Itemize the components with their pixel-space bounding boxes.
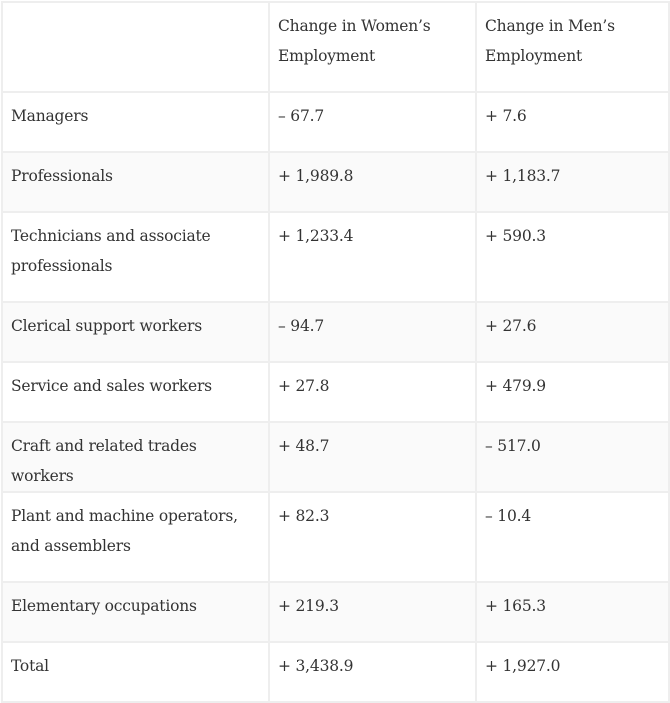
men-change-cell: + 165.3 xyxy=(475,581,670,643)
table-row: Clerical support workers – 94.7 + 27.6 xyxy=(1,301,670,363)
table-row: Plant and machine operators, and assembl… xyxy=(1,491,670,583)
occupation-cell: Professionals xyxy=(1,151,270,213)
table-row: Service and sales workers + 27.8 + 479.9 xyxy=(1,361,670,423)
men-change-cell: – 517.0 xyxy=(475,421,670,493)
occupation-cell: Service and sales workers xyxy=(1,361,270,423)
men-change-cell: + 479.9 xyxy=(475,361,670,423)
women-change-cell: + 1,233.4 xyxy=(268,211,477,303)
men-change-cell: + 27.6 xyxy=(475,301,670,363)
men-change-cell: + 7.6 xyxy=(475,91,670,153)
table-row: Technicians and associate professionals … xyxy=(1,211,670,303)
women-change-cell: + 3,438.9 xyxy=(268,641,477,703)
women-change-cell: – 67.7 xyxy=(268,91,477,153)
men-change-cell: + 1,927.0 xyxy=(475,641,670,703)
women-change-cell: + 27.8 xyxy=(268,361,477,423)
table-total-row: Total + 3,438.9 + 1,927.0 xyxy=(1,641,670,703)
men-change-cell: + 590.3 xyxy=(475,211,670,303)
women-change-cell: + 82.3 xyxy=(268,491,477,583)
men-change-cell: + 1,183.7 xyxy=(475,151,670,213)
women-change-cell: + 219.3 xyxy=(268,581,477,643)
occupation-cell: Plant and machine operators, and assembl… xyxy=(1,491,270,583)
women-change-cell: + 1,989.8 xyxy=(268,151,477,213)
table-header-row: Change in Women’s Employment Change in M… xyxy=(1,1,670,93)
table-row: Craft and related trades workers + 48.7 … xyxy=(1,421,670,493)
table-row: Managers – 67.7 + 7.6 xyxy=(1,91,670,153)
header-cell-women: Change in Women’s Employment xyxy=(268,1,477,93)
occupation-cell: Elementary occupations xyxy=(1,581,270,643)
header-cell-men: Change in Men’s Employment xyxy=(475,1,670,93)
table-row: Professionals + 1,989.8 + 1,183.7 xyxy=(1,151,670,213)
header-cell-occupation xyxy=(1,1,270,93)
women-change-cell: + 48.7 xyxy=(268,421,477,493)
occupation-cell: Craft and related trades workers xyxy=(1,421,270,493)
occupation-cell: Clerical support workers xyxy=(1,301,270,363)
occupation-cell: Total xyxy=(1,641,270,703)
occupation-cell: Technicians and associate professionals xyxy=(1,211,270,303)
table-row: Elementary occupations + 219.3 + 165.3 xyxy=(1,581,670,643)
women-change-cell: – 94.7 xyxy=(268,301,477,363)
occupation-cell: Managers xyxy=(1,91,270,153)
men-change-cell: – 10.4 xyxy=(475,491,670,583)
